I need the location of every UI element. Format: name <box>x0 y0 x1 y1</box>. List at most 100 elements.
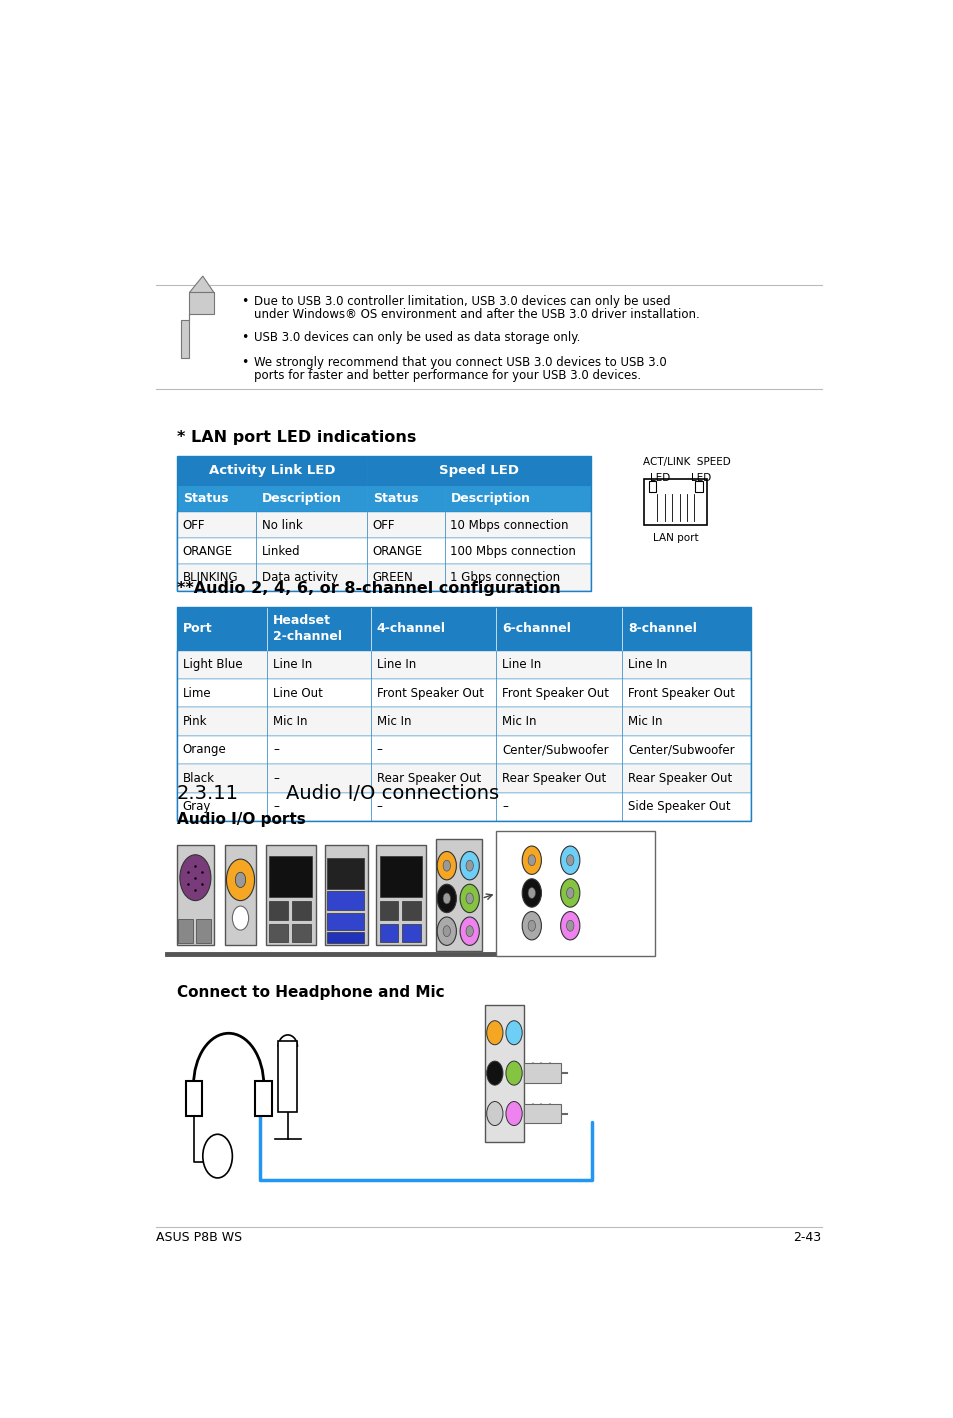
Text: BLINKING: BLINKING <box>183 571 238 584</box>
Bar <box>367 457 590 486</box>
Bar <box>269 900 288 920</box>
Circle shape <box>442 861 450 871</box>
Text: Status: Status <box>183 492 228 505</box>
Text: 10 Mbps connection: 10 Mbps connection <box>450 519 568 532</box>
Text: Side Speaker Out: Side Speaker Out <box>627 800 730 813</box>
Text: orange: orange <box>501 855 538 865</box>
Bar <box>176 764 751 793</box>
Bar <box>648 481 656 492</box>
Text: Due to USB 3.0 controller limitation, USB 3.0 devices can only be used: Due to USB 3.0 controller limitation, US… <box>253 295 670 308</box>
Bar <box>379 900 397 920</box>
Text: pink: pink <box>583 920 605 930</box>
Bar <box>292 900 311 920</box>
Bar <box>178 919 193 943</box>
Text: Center/Subwoofer: Center/Subwoofer <box>627 743 734 756</box>
Bar <box>292 923 311 942</box>
Bar <box>176 486 255 512</box>
Bar <box>176 564 590 590</box>
Circle shape <box>436 851 456 879</box>
Text: Connect to Headphone and Mic: Connect to Headphone and Mic <box>176 986 444 1000</box>
Text: light blue: light blue <box>583 855 632 865</box>
Bar <box>176 457 367 486</box>
Text: LED: LED <box>690 474 710 484</box>
Text: Rear Speaker Out: Rear Speaker Out <box>376 771 480 784</box>
Text: Light Blue: Light Blue <box>183 658 242 671</box>
Text: Lime: Lime <box>183 686 212 699</box>
Circle shape <box>436 885 456 913</box>
Bar <box>176 512 590 537</box>
Text: lime: lime <box>583 888 605 898</box>
Text: –: – <box>273 771 278 784</box>
Text: LAN port: LAN port <box>652 533 698 543</box>
Bar <box>324 845 367 946</box>
Text: Front Speaker Out: Front Speaker Out <box>376 686 483 699</box>
Text: Linked: Linked <box>262 545 300 557</box>
Text: Line In: Line In <box>376 658 416 671</box>
Text: Description: Description <box>262 492 341 505</box>
Text: ports for faster and better performance for your USB 3.0 devices.: ports for faster and better performance … <box>253 369 640 381</box>
Circle shape <box>486 1021 502 1045</box>
Circle shape <box>521 912 541 940</box>
Bar <box>176 537 590 564</box>
Circle shape <box>560 879 579 908</box>
Circle shape <box>465 926 473 937</box>
Bar <box>278 1041 297 1113</box>
Circle shape <box>521 847 541 875</box>
Text: •: • <box>241 295 249 308</box>
Text: ORANGE: ORANGE <box>183 545 233 557</box>
Text: Black: Black <box>183 771 214 784</box>
Bar <box>523 1103 560 1123</box>
Polygon shape <box>190 277 213 292</box>
Bar <box>255 1081 272 1116</box>
Text: Audio I/O ports: Audio I/O ports <box>176 813 305 828</box>
Bar <box>327 913 364 930</box>
Circle shape <box>233 906 249 930</box>
Bar <box>444 486 590 512</box>
Bar <box>176 651 751 679</box>
Bar <box>375 845 426 946</box>
Bar <box>327 891 364 910</box>
Bar <box>196 919 211 943</box>
Circle shape <box>465 893 473 903</box>
Polygon shape <box>180 292 213 357</box>
Text: Audio I/O connections: Audio I/O connections <box>285 784 498 804</box>
Circle shape <box>459 885 478 913</box>
Text: * LAN port LED indications: * LAN port LED indications <box>176 430 416 445</box>
Bar <box>379 923 397 942</box>
Bar <box>176 708 751 736</box>
Text: LED: LED <box>649 474 670 484</box>
Text: –: – <box>376 743 382 756</box>
Circle shape <box>560 912 579 940</box>
Text: 100 Mbps connection: 100 Mbps connection <box>450 545 576 557</box>
Bar <box>176 607 751 821</box>
Bar <box>402 923 420 942</box>
Text: No link: No link <box>262 519 302 532</box>
Circle shape <box>459 851 478 879</box>
Text: We strongly recommend that you connect USB 3.0 devices to USB 3.0: We strongly recommend that you connect U… <box>253 356 666 369</box>
Circle shape <box>566 855 574 865</box>
Text: Rear Speaker Out: Rear Speaker Out <box>501 771 606 784</box>
Bar <box>523 1064 560 1083</box>
Text: Status: Status <box>373 492 418 505</box>
Text: •: • <box>241 330 249 343</box>
Text: Description: Description <box>450 492 530 505</box>
Bar <box>176 793 751 821</box>
Text: Line Out: Line Out <box>273 686 322 699</box>
Bar <box>176 736 751 764</box>
Text: –: – <box>273 800 278 813</box>
Bar <box>367 486 444 512</box>
Circle shape <box>235 872 246 888</box>
Circle shape <box>505 1061 521 1085</box>
Circle shape <box>486 1102 502 1126</box>
Circle shape <box>226 859 254 900</box>
Text: 2-43: 2-43 <box>793 1231 821 1245</box>
Circle shape <box>459 917 478 946</box>
Text: Center/Subwoofer: Center/Subwoofer <box>501 743 608 756</box>
Text: OFF: OFF <box>373 519 395 532</box>
Circle shape <box>180 855 211 900</box>
Circle shape <box>203 1134 233 1178</box>
Bar <box>402 900 420 920</box>
Circle shape <box>505 1102 521 1126</box>
Bar <box>186 1081 202 1116</box>
Text: under Windows® OS environment and after the USB 3.0 driver installation.: under Windows® OS environment and after … <box>253 308 699 320</box>
